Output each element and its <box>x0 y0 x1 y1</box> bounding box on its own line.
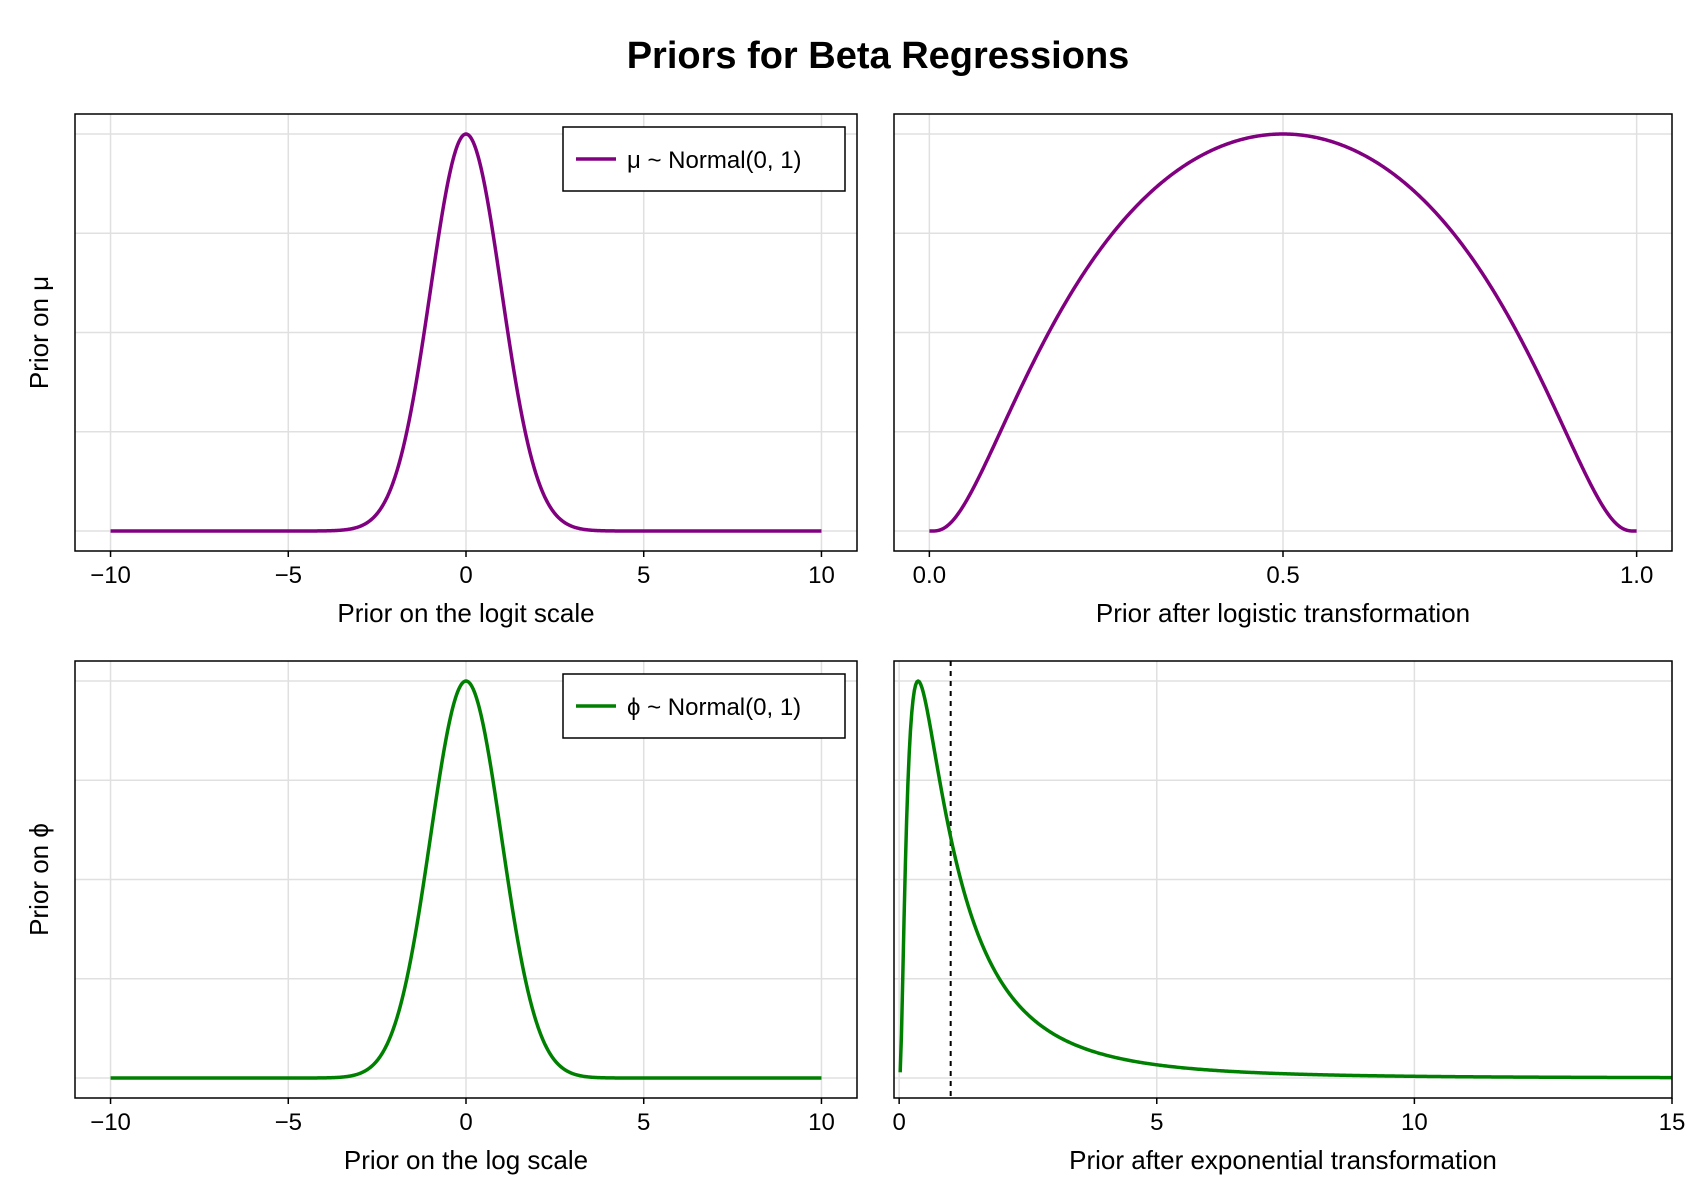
x-tick-label: 1.0 <box>1620 562 1653 589</box>
x-tick-label: 5 <box>1150 1109 1163 1136</box>
x-tick-label: −10 <box>90 562 131 589</box>
panel-log-phi: −10 −5 0 5 10 Prior on the log scale Prior on … <box>24 660 858 1175</box>
x-tick-label: 5 <box>637 562 650 589</box>
y-axis-label: Prior on ϕ <box>24 823 54 936</box>
x-tick-label: 0 <box>892 1109 905 1136</box>
x-tick-label: −10 <box>90 1109 131 1136</box>
y-axis-label: Prior on μ <box>24 276 54 389</box>
legend: ϕ ~ Normal(0, 1) <box>562 673 846 739</box>
density-line <box>109 132 823 533</box>
x-axis-label: Prior after logistic transformation <box>1096 598 1470 628</box>
panel-logit-mu: −10 −5 0 5 10 Prior on the logit scale Prior o… <box>24 113 858 628</box>
plot-frame <box>893 660 1673 1099</box>
legend-label: ϕ ~ Normal(0, 1) <box>627 694 801 721</box>
x-tick-label: 0 <box>459 562 472 589</box>
panel-logistic-mu: 0.0 0.5 1.0 Prior after logistic transforma… <box>893 113 1673 628</box>
legend: μ ~ Normal(0, 1) <box>562 126 846 192</box>
x-tick-label: 10 <box>1401 1109 1428 1136</box>
plot-frame <box>74 113 858 552</box>
x-axis-label: Prior on the logit scale <box>337 598 594 628</box>
x-axis-label: Prior on the log scale <box>344 1145 588 1175</box>
x-tick-label: 15 <box>1659 1109 1686 1136</box>
x-tick-label: −5 <box>275 1109 302 1136</box>
x-tick-label: 5 <box>637 1109 650 1136</box>
figure-title: Priors for Beta Regressions <box>627 35 1130 77</box>
x-tick-label: 0.0 <box>913 562 946 589</box>
density-line <box>898 679 1673 1080</box>
panel-exponential-phi: 0 5 10 15 Prior after exponential transforma… <box>892 660 1686 1175</box>
density-line <box>109 679 823 1080</box>
x-tick-label: 10 <box>808 1109 835 1136</box>
x-tick-label: 0.5 <box>1266 562 1299 589</box>
x-tick-label: 0 <box>459 1109 472 1136</box>
plot-frame <box>893 113 1673 552</box>
plot-frame <box>74 660 858 1099</box>
density-line <box>928 132 1638 533</box>
x-tick-label: 10 <box>808 562 835 589</box>
x-axis-label: Prior after exponential transformation <box>1069 1145 1497 1175</box>
legend-label: μ ~ Normal(0, 1) <box>627 147 802 174</box>
x-tick-label: −5 <box>275 562 302 589</box>
